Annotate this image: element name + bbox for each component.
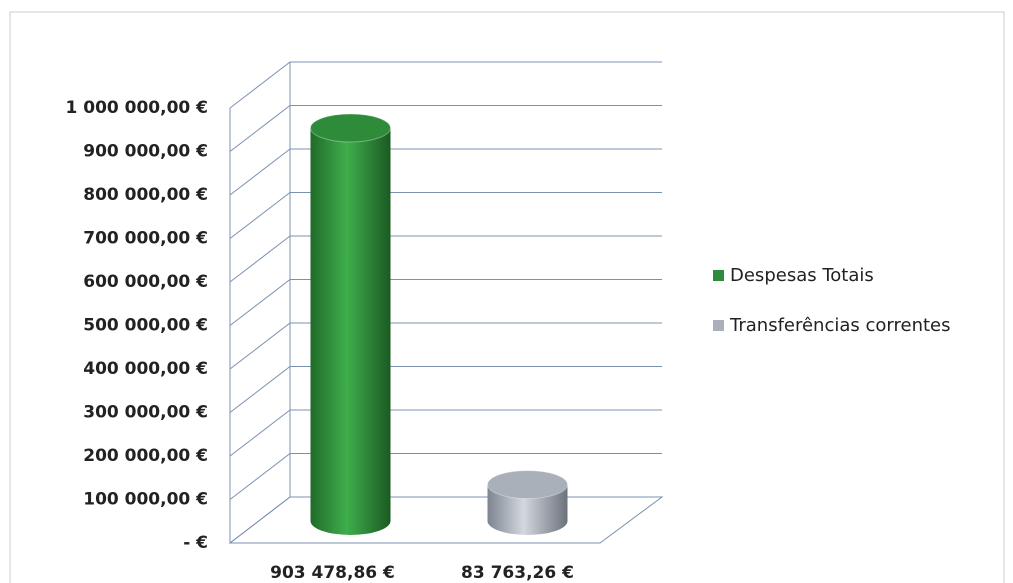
x-tick-label: 83 763,26 € — [461, 563, 574, 583]
grid-line — [229, 496, 662, 544]
floor — [228, 496, 664, 544]
legend-label: Transferências correntes — [729, 315, 950, 336]
y-tick-label: 200 000,00 € — [83, 446, 208, 466]
cylinder-top — [487, 470, 568, 500]
y-tick-label: 100 000,00 € — [83, 490, 208, 510]
y-tick-label: 800 000,00 € — [83, 185, 208, 205]
legend-label: Despesas Totais — [730, 265, 874, 286]
grid-line — [229, 235, 662, 283]
y-tick-label: 600 000,00 € — [83, 272, 208, 292]
y-tick-label: 400 000,00 € — [83, 359, 208, 379]
cylinder-top — [310, 113, 391, 143]
y-tick-label: - € — [183, 533, 208, 553]
y-tick-label: 1 000 000,00 € — [66, 98, 209, 118]
grid-line — [229, 61, 662, 109]
bar — [310, 127, 391, 521]
grid-line — [229, 279, 662, 326]
grid-line — [229, 453, 662, 500]
frame — [9, 11, 1005, 583]
grid-line — [229, 366, 662, 413]
y-tick-label: 700 000,00 € — [83, 229, 208, 249]
grid-line — [229, 105, 662, 152]
y-tick-label: 300 000,00 € — [83, 403, 208, 423]
y-tick-label: 900 000,00 € — [83, 142, 208, 162]
grid-line — [229, 409, 662, 457]
grid-line — [229, 148, 662, 196]
cylinder — [310, 113, 391, 535]
legend: Despesas Totais Transferências correntes — [713, 265, 950, 336]
y-tick-label: 500 000,00 € — [83, 316, 208, 336]
cylinder — [487, 470, 568, 535]
legend-swatch — [713, 270, 724, 281]
grid-line — [229, 192, 662, 239]
grid-line — [229, 322, 662, 370]
legend-swatch — [713, 320, 724, 331]
x-tick-label: 903 478,86 € — [270, 563, 395, 583]
